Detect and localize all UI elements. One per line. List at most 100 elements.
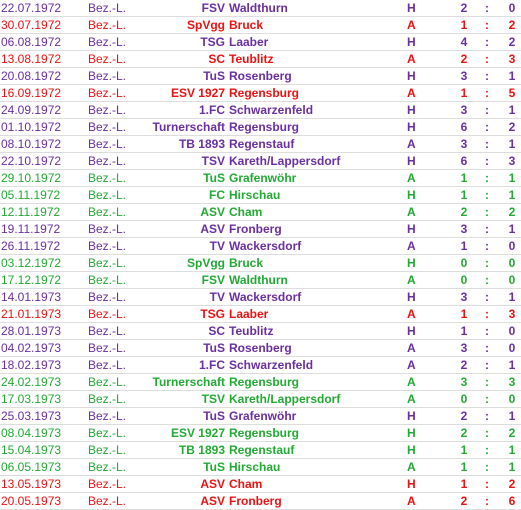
- match-date: 20.05.1973: [1, 494, 62, 508]
- match-date: 06.08.1972: [1, 35, 62, 49]
- goals-away: 3: [508, 154, 516, 168]
- club-prefix: 1.FC: [198, 358, 225, 372]
- match-row: 19.11.1972 Bez.-L. ASV Fronberg H 3: 1: [0, 221, 521, 238]
- venue-indicator: A: [407, 460, 416, 474]
- match-date: 19.11.1972: [1, 222, 61, 236]
- match-row: 20.08.1972 Bez.-L. TuS Rosenberg H 3: 1: [0, 68, 521, 85]
- score-separator: :: [485, 290, 489, 304]
- venue-indicator: A: [407, 375, 416, 389]
- goals-home: 3: [460, 103, 468, 117]
- opponent-club: Rosenberg: [229, 69, 292, 83]
- match-date: 15.04.1973: [1, 443, 62, 457]
- league-label: Bez.-L.: [88, 324, 127, 338]
- goals-home: 3: [460, 341, 468, 355]
- venue-indicator: A: [407, 494, 416, 508]
- match-row: 24.02.1973 Bez.-L. Turnerschaft Regensburg A…: [0, 374, 521, 391]
- score-separator: :: [485, 477, 489, 491]
- goals-home: 2: [460, 494, 468, 508]
- score-separator: :: [485, 1, 489, 15]
- goals-home: 2: [460, 358, 468, 372]
- goals-away: 1: [508, 443, 516, 457]
- club-prefix: TB 1893: [178, 137, 225, 151]
- venue-indicator: H: [407, 188, 416, 202]
- goals-away: 2: [508, 35, 516, 49]
- league-label: Bez.-L.: [88, 137, 127, 151]
- goals-away: 0: [508, 341, 516, 355]
- venue-indicator: A: [407, 205, 416, 219]
- goals-away: 2: [508, 426, 516, 440]
- league-label: Bez.-L.: [88, 375, 127, 389]
- match-row: 13.05.1973 Bez.-L. ASV Cham H 1: 2: [0, 476, 521, 493]
- venue-indicator: A: [407, 52, 416, 66]
- club-prefix: ASV: [200, 477, 225, 491]
- opponent-club: Hirschau: [229, 460, 281, 474]
- league-label: Bez.-L.: [88, 443, 127, 457]
- club-prefix: TSV: [201, 392, 225, 406]
- score-separator: :: [485, 273, 489, 287]
- score-separator: :: [485, 239, 489, 253]
- league-label: Bez.-L.: [88, 460, 127, 474]
- goals-away: 1: [508, 69, 516, 83]
- league-label: Bez.-L.: [88, 494, 127, 508]
- match-row: 16.09.1972 Bez.-L. ESV 1927 Regensburg A 1: 5: [0, 85, 521, 102]
- match-row: 30.07.1972 Bez.-L. SpVgg Bruck A 1: 2: [0, 17, 521, 34]
- opponent-club: Teublitz: [229, 52, 274, 66]
- match-row: 26.11.1972 Bez.-L. TV Wackersdorf A 1: 0: [0, 238, 521, 255]
- venue-indicator: H: [407, 409, 416, 423]
- opponent-club: Regensburg: [229, 120, 300, 134]
- opponent-club: Regenstauf: [229, 443, 295, 457]
- match-row: 17.03.1973 Bez.-L. TSV Kareth/Lappersdorf A 0…: [0, 391, 521, 408]
- match-row: 06.08.1972 Bez.-L. TSG Laaber H 4: 2: [0, 34, 521, 51]
- opponent-club: Fronberg: [229, 222, 282, 236]
- league-label: Bez.-L.: [88, 52, 127, 66]
- league-label: Bez.-L.: [88, 120, 127, 134]
- score-separator: :: [485, 409, 489, 423]
- league-label: Bez.-L.: [88, 256, 127, 270]
- match-row: 05.11.1972 Bez.-L. FC Hirschau H 1: 1: [0, 187, 521, 204]
- opponent-club: Kareth/Lappersdorf: [229, 392, 341, 406]
- goals-home: 1: [460, 86, 468, 100]
- score-separator: :: [485, 137, 489, 151]
- club-prefix: TV: [209, 290, 225, 304]
- match-row: 14.01.1973 Bez.-L. TV Wackersdorf H 3: 1: [0, 289, 521, 306]
- opponent-club: Laaber: [229, 35, 269, 49]
- goals-home: 1: [460, 188, 468, 202]
- goals-away: 1: [508, 409, 516, 423]
- league-label: Bez.-L.: [88, 392, 127, 406]
- goals-away: 2: [508, 18, 516, 32]
- club-prefix: FC: [209, 188, 225, 202]
- score-separator: :: [485, 358, 489, 372]
- club-prefix: ESV 1927: [170, 86, 225, 100]
- venue-indicator: H: [407, 290, 416, 304]
- match-row: 13.08.1972 Bez.-L. SC Teublitz A 2: 3: [0, 51, 521, 68]
- match-row: 15.04.1973 Bez.-L. TB 1893 Regenstauf H 1: 1: [0, 442, 521, 459]
- match-date: 21.01.1973: [1, 307, 62, 321]
- score-separator: :: [485, 392, 489, 406]
- club-prefix: 1.FC: [198, 103, 225, 117]
- goals-home: 0: [460, 256, 468, 270]
- score-separator: :: [485, 460, 489, 474]
- score-separator: :: [485, 222, 489, 236]
- score-separator: :: [485, 120, 489, 134]
- venue-indicator: H: [407, 324, 416, 338]
- match-row: 24.09.1972 Bez.-L. 1.FC Schwarzenfeld H 3: 1: [0, 102, 521, 119]
- club-prefix: TSV: [201, 154, 225, 168]
- goals-home: 4: [460, 35, 468, 49]
- venue-indicator: H: [407, 120, 416, 134]
- goals-away: 1: [508, 290, 516, 304]
- opponent-club: Rosenberg: [229, 341, 292, 355]
- opponent-club: Kareth/Lappersdorf: [229, 154, 341, 168]
- opponent-club: Grafenwöhr: [229, 171, 297, 185]
- club-prefix: FSV: [201, 273, 225, 287]
- goals-home: 1: [460, 307, 468, 321]
- opponent-club: Schwarzenfeld: [229, 103, 314, 117]
- venue-indicator: A: [407, 358, 416, 372]
- match-row: 04.02.1973 Bez.-L. TuS Rosenberg A 3: 0: [0, 340, 521, 357]
- goals-away: 0: [508, 256, 516, 270]
- match-date: 26.11.1972: [1, 239, 61, 253]
- opponent-club: Bruck: [229, 18, 264, 32]
- score-separator: :: [485, 205, 489, 219]
- opponent-club: Waldthurn: [229, 273, 288, 287]
- club-prefix: Turnerschaft: [152, 120, 225, 134]
- goals-away: 2: [508, 477, 516, 491]
